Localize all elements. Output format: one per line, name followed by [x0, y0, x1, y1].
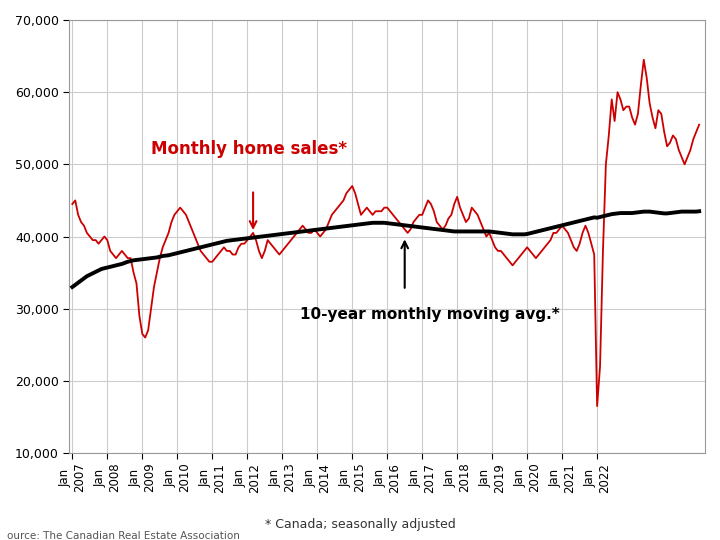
Text: * Canada; seasonally adjusted: * Canada; seasonally adjusted	[265, 518, 455, 531]
Text: ource: The Canadian Real Estate Association: ource: The Canadian Real Estate Associat…	[7, 531, 240, 540]
Text: 10-year monthly moving avg.*: 10-year monthly moving avg.*	[300, 307, 559, 322]
Text: Monthly home sales*: Monthly home sales*	[151, 139, 347, 158]
